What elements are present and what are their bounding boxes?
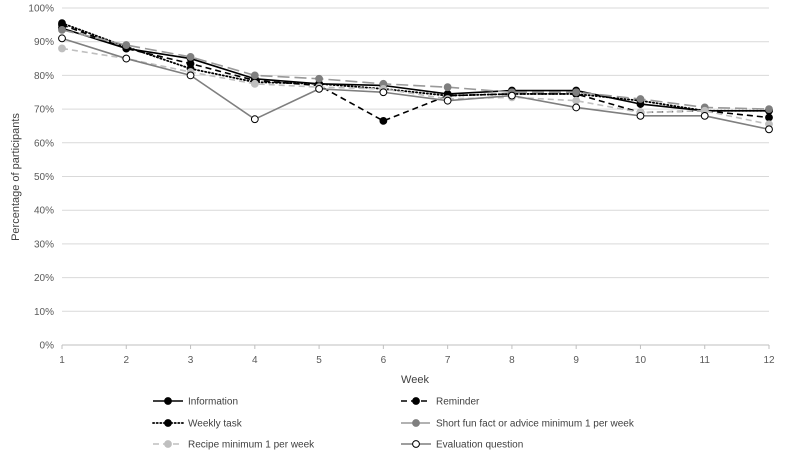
x-tick-label: 3 [188,355,194,366]
y-tick-label: 80% [34,71,54,82]
x-tick-label: 4 [252,355,258,366]
legend-item-recipe-minimum-1-per-week: Recipe minimum 1 per week [153,440,315,451]
data-point [186,52,195,61]
legend-item-weekly-task: Weekly task [152,419,243,430]
y-tick-label: 70% [34,105,54,116]
x-tick-label: 8 [509,355,515,366]
data-point [58,26,66,34]
legend-label: Evaluation question [436,440,523,451]
legend-label: Information [188,397,238,408]
x-tick-label: 2 [123,355,129,366]
y-tick-label: 100% [28,4,54,15]
legend-item-reminder: Reminder [401,397,480,408]
legend-marker [164,440,172,448]
data-point [186,71,195,80]
y-axis-title: Percentage of participants [10,113,22,241]
x-tick-label: 9 [573,355,579,366]
data-point [443,96,452,105]
y-tick-label: 60% [34,138,54,149]
series-short-fun-fact-or-advice-minimum-1-per-week [58,26,773,113]
legend-item-short-fun-fact-or-advice-minimum-1-per-week: Short fun fact or advice minimum 1 per w… [401,419,635,430]
x-tick-label: 6 [381,355,387,366]
series-line [61,27,769,112]
data-point [250,79,259,88]
data-point [379,88,388,97]
data-point [250,71,259,80]
x-tick-label: 7 [445,355,451,366]
data-point [315,84,323,93]
data-point [636,111,645,120]
gridlines [62,7,769,312]
data-point [379,116,388,125]
y-tick-label: 90% [34,37,54,48]
series-line [61,37,770,131]
data-point [765,105,773,113]
data-point [58,34,66,43]
legend: Information Reminder Weekly task Short fun … [152,397,635,451]
legend-marker [164,419,172,427]
series-line [61,29,770,110]
legend-marker [412,397,420,405]
y-tick-label: 50% [34,172,54,183]
x-tick-label: 12 [763,355,775,366]
data-point [572,96,581,105]
series-line [61,47,770,126]
x-axis-title: Week [401,374,429,386]
legend-item-information: Information [153,397,238,408]
data-point [315,74,323,83]
y-tick-label: 0% [40,341,55,352]
legend-label: Recipe minimum 1 per week [188,440,315,451]
data-point [572,88,581,97]
data-point [122,54,131,63]
y-tick-label: 20% [34,273,54,284]
x-axis [61,344,770,349]
y-axis-tick-labels: 0% 10% 20% 30% 40% 50% 60% 70% 80% 90% 100% [28,4,54,352]
data-point [572,103,581,112]
data-point [765,113,773,122]
data-point [765,125,773,134]
data-point [636,95,645,103]
legend-label: Weekly task [188,419,243,430]
series-evaluation-question [58,34,773,134]
y-tick-label: 40% [34,206,54,217]
legend-item-evaluation-question: Evaluation question [401,440,523,451]
y-tick-label: 10% [34,307,54,318]
legend-marker [164,397,172,405]
legend-label: Reminder [436,397,480,408]
x-tick-label: 5 [316,355,322,366]
data-point [58,19,66,28]
data-point [700,111,709,120]
data-point [58,44,66,53]
x-tick-label: 10 [635,355,647,366]
series-line [61,22,770,112]
data-point [122,41,131,49]
legend-marker [412,440,420,448]
x-tick-label: 1 [59,355,65,366]
data-point [443,83,452,92]
data-point [250,115,259,124]
x-axis-tick-labels: 1 2 3 4 5 6 7 8 9 10 11 12 [59,355,775,366]
y-tick-label: 30% [34,239,54,250]
legend-label: Short fun fact or advice minimum 1 per w… [436,419,635,430]
legend-marker [412,419,420,427]
x-tick-label: 11 [700,355,711,366]
series-lines [58,19,773,134]
data-point [508,91,516,100]
